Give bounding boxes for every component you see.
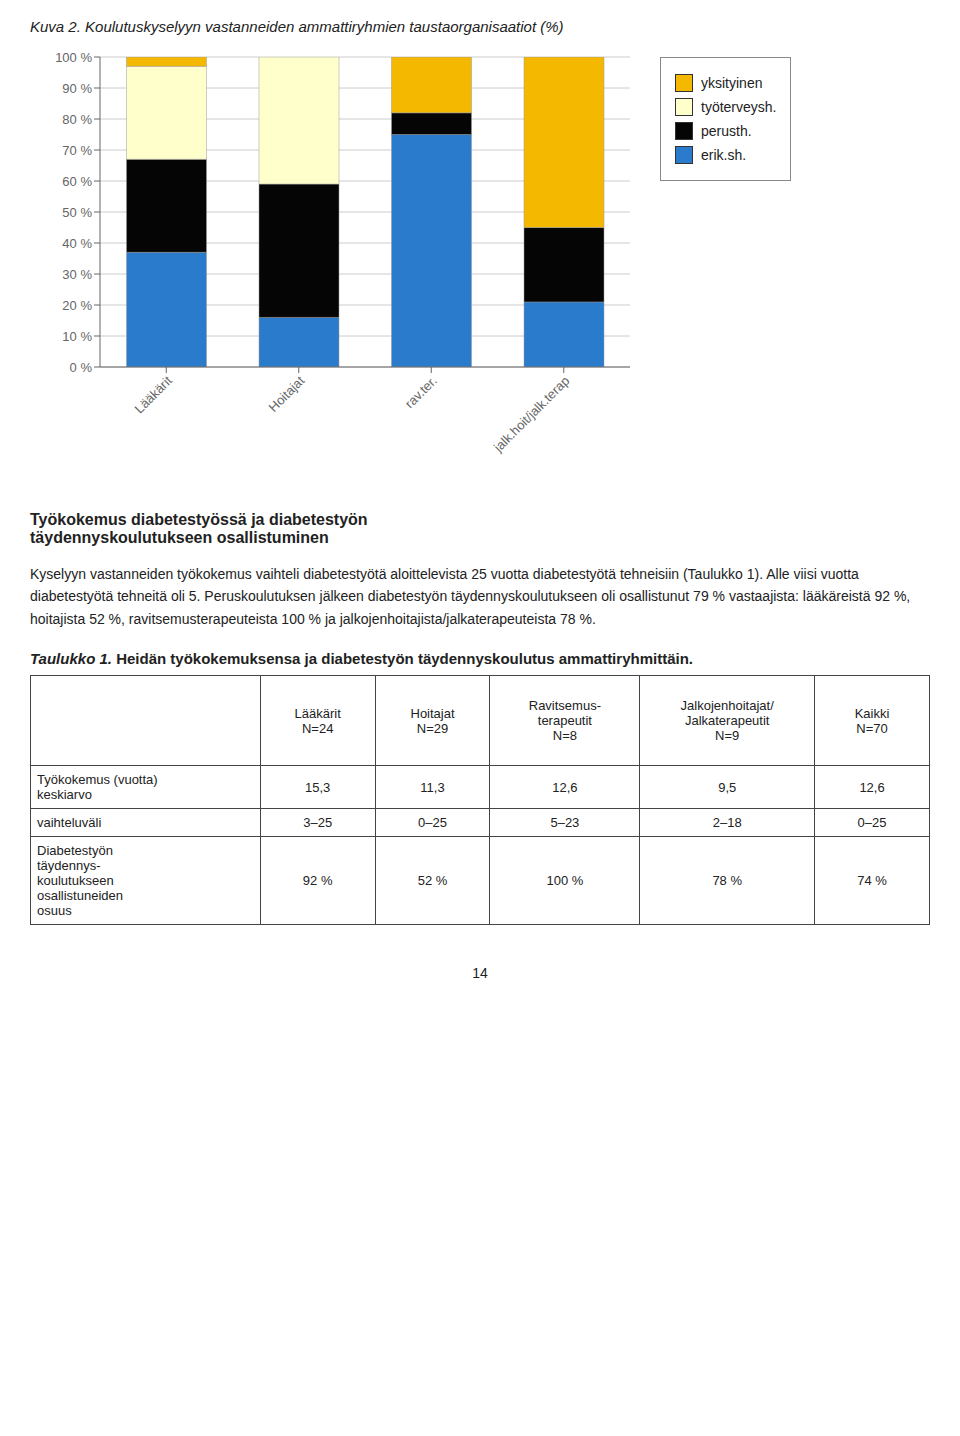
html-text:vaihteluväli: vaihteluväli — [37, 815, 102, 831]
html-text:Lääkärit N=24: Lääkärit N=24 — [294, 705, 341, 736]
html-text:yksityinen: yksityinen — [701, 75, 763, 91]
html-text:0–25: 0–25 — [418, 815, 447, 831]
html-text:0–25: 0–25 — [857, 815, 887, 831]
html-text:78 %: 78 % — [712, 873, 742, 889]
svg-text:100 %: 100 % — [55, 50, 92, 65]
html-text:3–25: 3–25 — [303, 815, 333, 831]
html-text:11,3: 11,3 — [420, 779, 445, 795]
html-text:Ravitsemus- terapeutit N=8: Ravitsemus- terapeutit N=8 — [528, 698, 601, 744]
svg-text:Hoitajat: Hoitajat — [266, 373, 308, 415]
html-text:9,5: 9,5 — [718, 779, 737, 795]
html-text:Kuva 2. Koulutuskyselyyn vasta: Kuva 2. Koulutuskyselyyn vastanneiden am… — [30, 18, 564, 35]
svg-text:30 %: 30 % — [62, 267, 92, 282]
html-text:12,6: 12,6 — [859, 779, 885, 795]
svg-text:jalk.hoit/jalk.terap: jalk.hoit/jalk.terap — [490, 373, 572, 455]
svg-text:Lääkärit: Lääkärit — [132, 373, 176, 417]
html-text:5–23: 5–23 — [550, 815, 580, 831]
svg-text:80 %: 80 % — [62, 112, 92, 127]
html-text:Diabetestyön täydennys- koulut: Diabetestyön täydennys- koulutukseen osa… — [37, 843, 123, 919]
svg-text:10 %: 10 % — [62, 329, 92, 344]
svg-text:90 %: 90 % — [62, 81, 92, 96]
svg-text:0 %: 0 % — [70, 360, 93, 375]
svg-text:60 %: 60 % — [62, 174, 92, 189]
html-text:erik.sh.: erik.sh. — [701, 147, 747, 163]
svg-text:70 %: 70 % — [62, 143, 92, 158]
html-text:14: 14 — [472, 965, 488, 982]
html-text:Hoitajat N=29: Hoitajat N=29 — [410, 705, 455, 736]
html-text:Työkokemus diabetestyössä ja d: Työkokemus diabetestyössä ja diabetestyö… — [30, 511, 368, 528]
html-text:92 %: 92 % — [302, 873, 333, 889]
html-text:2–18: 2–18 — [712, 815, 742, 831]
html-text:Kyselyyn vastanneiden työkokem: Kyselyyn vastanneiden työkokemus vaihtel… — [30, 566, 911, 627]
html-text:100 %: 100 % — [546, 873, 584, 889]
html-text:Työkokemus (vuotta) keskiarvo: Työkokemus (vuotta) keskiarvo — [37, 772, 158, 803]
html-text:Kaikki N=70: Kaikki N=70 — [854, 705, 890, 736]
svg-text:50 %: 50 % — [62, 205, 92, 220]
svg-text:20 %: 20 % — [62, 298, 92, 313]
html-text:Taulukko 1. Heidän työkokemuks: Taulukko 1. Heidän työkokemuksensa ja di… — [30, 650, 693, 668]
html-text:12,6: 12,6 — [552, 779, 578, 795]
html-text:täydennyskoulutukseen osallist: täydennyskoulutukseen osallistuminen — [30, 529, 329, 546]
html-text:52 %: 52 % — [417, 873, 448, 889]
svg-text:rav.ter.: rav.ter. — [402, 373, 440, 411]
html-text:perusth.: perusth. — [701, 123, 752, 139]
svg-text:40 %: 40 % — [62, 236, 92, 251]
html-text:Jalkojenhoitajat/ Jalkaterapeu: Jalkojenhoitajat/ Jalkaterapeutit N=9 — [680, 698, 774, 744]
html-text:74 %: 74 % — [857, 873, 887, 889]
html-text:työterveysh.: työterveysh. — [701, 99, 777, 115]
html-text:15,3: 15,3 — [305, 779, 331, 795]
